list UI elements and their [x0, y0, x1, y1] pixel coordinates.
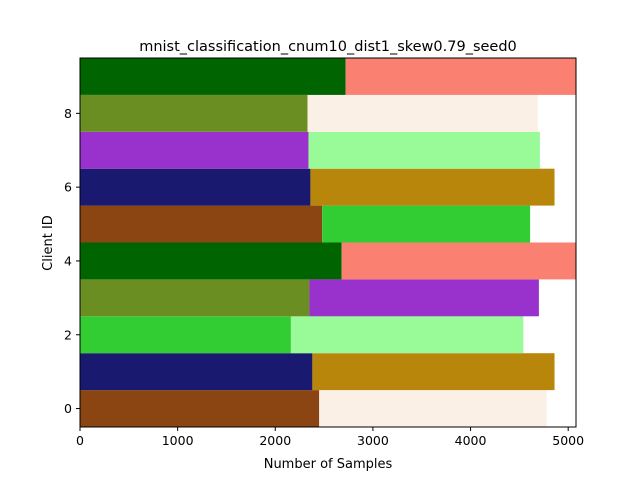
bar-client-7-segment-0	[80, 131, 309, 169]
x-tick-label: 1000	[162, 433, 194, 448]
bar-client-6-segment-0	[80, 168, 311, 206]
bar-client-9-segment-1	[345, 58, 576, 95]
bar-client-0-segment-0	[80, 390, 320, 427]
bar-client-0-segment-1	[319, 390, 547, 427]
bar-client-6-segment-1	[310, 168, 555, 206]
x-tick-label: 2000	[259, 433, 291, 448]
bar-client-9-segment-0	[80, 58, 346, 95]
x-tick-label: 4000	[455, 433, 487, 448]
bar-client-3-segment-1	[309, 279, 539, 317]
y-axis-label: Client ID	[41, 215, 56, 271]
bar-client-4-segment-0	[80, 242, 342, 280]
y-ticks-group: 0 2 4 6 8	[64, 106, 80, 416]
axes-frame	[79, 57, 577, 428]
x-tick-label: 3000	[357, 433, 389, 448]
bar-client-8-segment-1	[307, 94, 538, 132]
bar-client-4-segment-1	[341, 242, 576, 280]
bar-client-7-segment-1	[308, 131, 540, 169]
y-tick-label: 8	[64, 106, 72, 121]
y-tick-label: 4	[64, 253, 72, 268]
plot-frame	[79, 57, 577, 428]
y-tick-label: 2	[64, 327, 72, 342]
bar-client-1-segment-0	[80, 353, 313, 391]
y-tick-label: 0	[64, 401, 72, 416]
bar-client-3-segment-0	[80, 279, 310, 317]
x-tick-label: 0	[76, 433, 84, 448]
bar-client-8-segment-0	[80, 94, 308, 132]
x-axis-label: Number of Samples	[264, 457, 393, 472]
x-ticks-group: 0 1000 2000 3000 4000 5000	[76, 427, 584, 448]
chart-title: mnist_classification_cnum10_dist1_skew0.…	[139, 39, 517, 55]
bars-group	[80, 58, 576, 427]
bar-client-5-segment-1	[322, 205, 531, 243]
bar-client-5-segment-0	[80, 205, 323, 243]
y-tick-label: 6	[64, 180, 72, 195]
x-tick-label: 5000	[552, 433, 584, 448]
bar-client-2-segment-0	[80, 316, 291, 354]
bar-client-1-segment-1	[312, 353, 555, 391]
bar-client-2-segment-1	[290, 316, 524, 354]
